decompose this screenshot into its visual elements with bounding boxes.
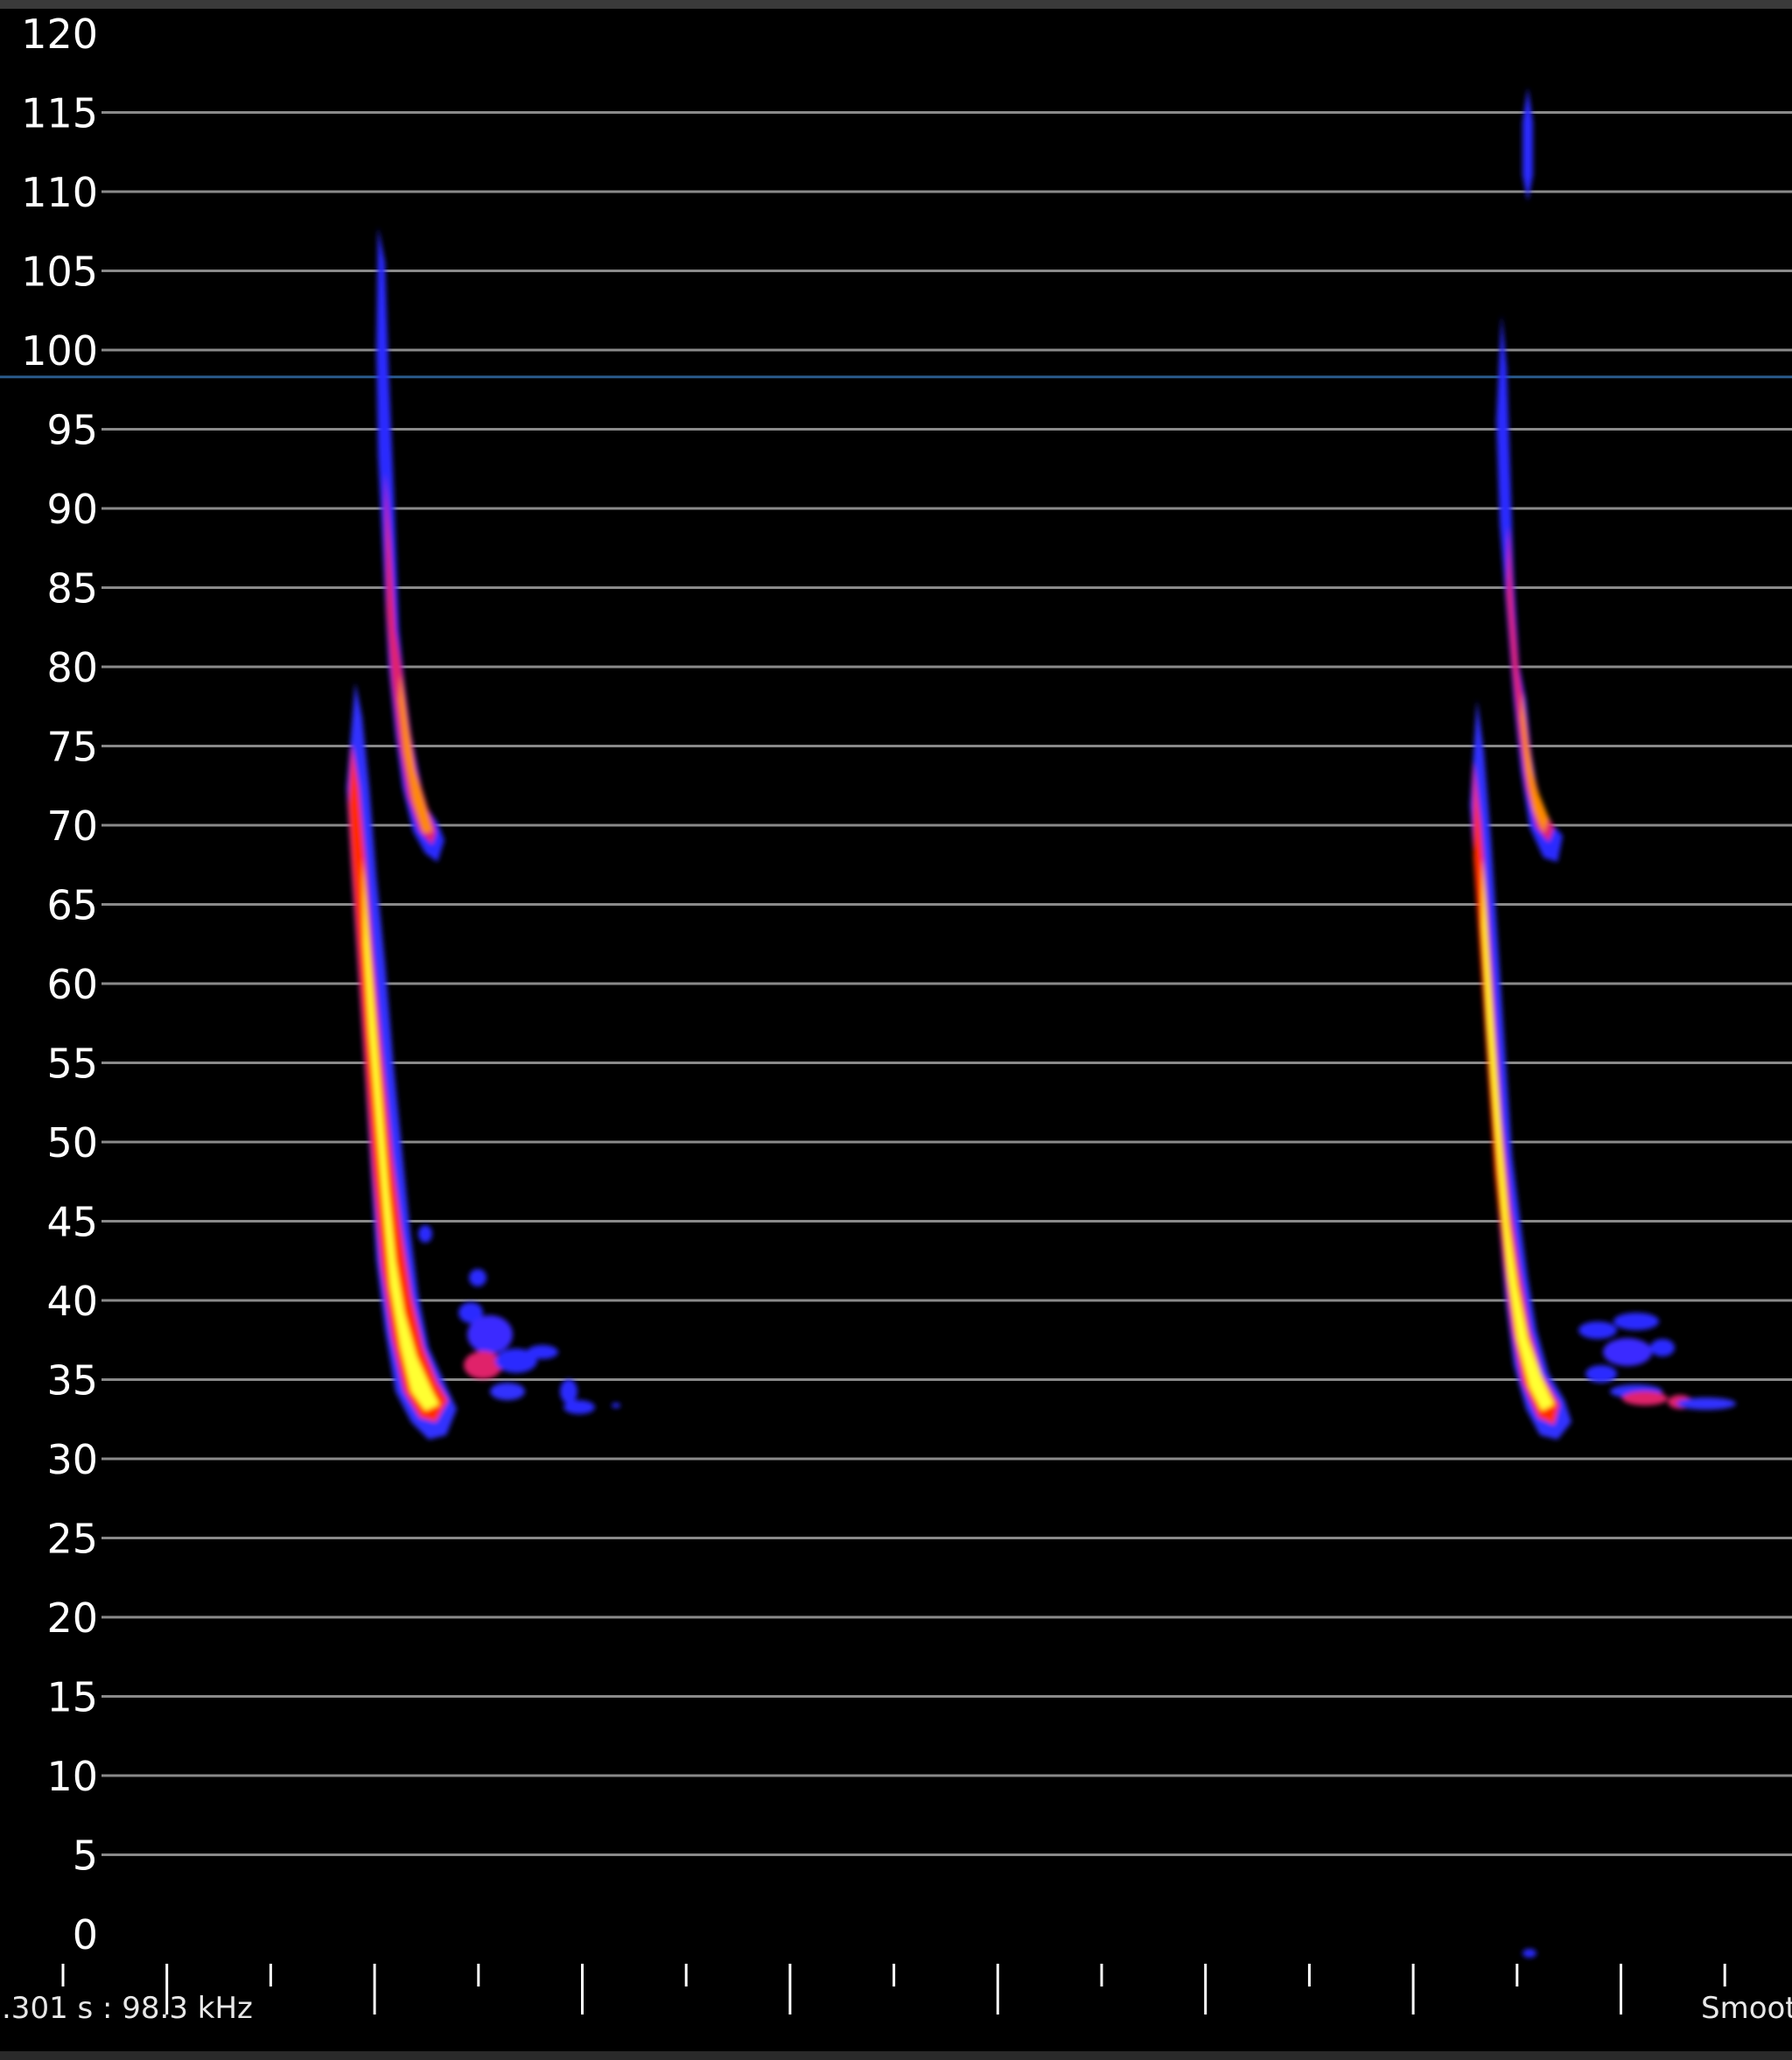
- call-1-sweep-yellow: [362, 858, 439, 1411]
- y-tick-label: 40: [46, 1278, 98, 1325]
- call-2-upper-fragment: [1522, 88, 1533, 201]
- call-1-harmonic-outer: [376, 228, 444, 862]
- call-2-tail-speckles: [1522, 1313, 1736, 1958]
- call-2-harmonic-hot: [1521, 691, 1549, 833]
- y-tick-label: 65: [46, 882, 98, 929]
- y-tick-label: 105: [21, 249, 98, 296]
- y-tick-label: 100: [21, 327, 98, 375]
- y-tick-label: 10: [46, 1753, 98, 1800]
- time-axis-ticks: [61, 1964, 1726, 2014]
- y-tick-label: 50: [46, 1119, 98, 1167]
- y-tick-label: 20: [46, 1594, 98, 1642]
- y-tick-label: 70: [46, 802, 98, 850]
- y-tick-label: 90: [46, 486, 98, 533]
- y-tick-label: 5: [73, 1832, 98, 1880]
- y-tick-label: 55: [46, 1041, 98, 1088]
- y-tick-label: 85: [46, 565, 98, 613]
- top-border: [0, 0, 1792, 9]
- call-1-sweep-outer: [346, 683, 457, 1440]
- y-tick-label: 30: [46, 1436, 98, 1483]
- frequency-axis: 0 5 10 15 20 25 30 35 40 45 50 55 60 65 70 75 80 85 90 95 10…: [21, 11, 98, 1958]
- y-tick-label: 115: [21, 90, 98, 137]
- bottom-border: [0, 2051, 1792, 2060]
- y-tick-label: 0: [73, 1911, 98, 1958]
- bat-call-1: [346, 228, 620, 1440]
- y-tick-label: 110: [21, 169, 98, 216]
- bat-call-2: [1470, 88, 1736, 1958]
- y-tick-label: 35: [46, 1357, 98, 1405]
- call-2-sweep-yellow: [1482, 858, 1554, 1411]
- cursor-readout: .301 s : 98.3 kHz: [2, 1991, 253, 2026]
- y-tick-label: 25: [46, 1516, 98, 1563]
- y-tick-label: 45: [46, 1199, 98, 1246]
- y-tick-label: 75: [46, 724, 98, 771]
- y-tick-label: 60: [46, 961, 98, 1008]
- y-tick-label: 95: [46, 407, 98, 454]
- y-tick-label: 15: [46, 1674, 98, 1721]
- smoothing-label[interactable]: Smoot: [1701, 1991, 1792, 2026]
- call-1-tail-speckles: [418, 1225, 620, 1414]
- y-tick-label: 80: [46, 644, 98, 691]
- y-tick-label: 120: [21, 11, 98, 58]
- call-1-harmonic-hot: [399, 674, 432, 833]
